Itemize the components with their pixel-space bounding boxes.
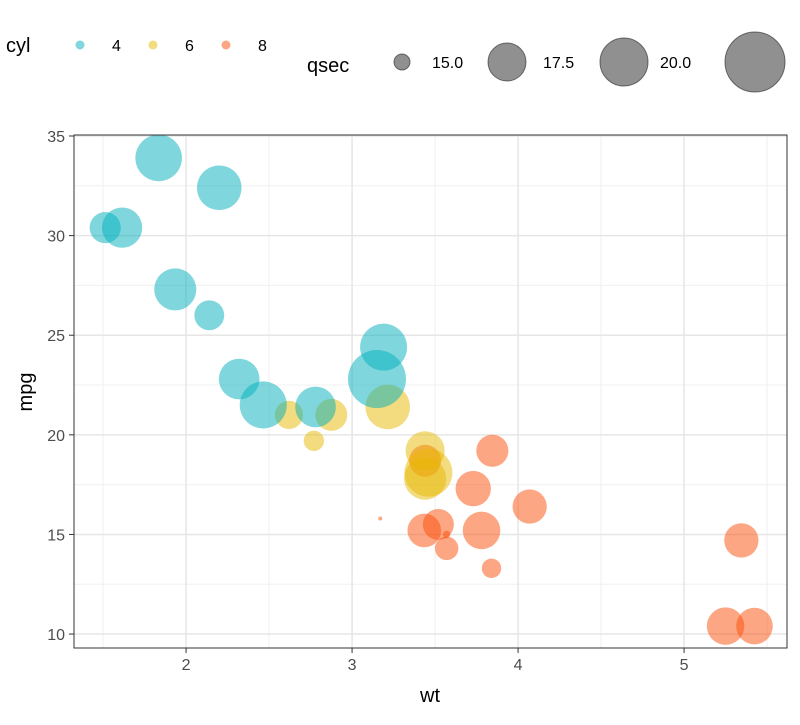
size-legend-title: qsec (307, 55, 349, 77)
data-point-cyl-8 (434, 536, 459, 561)
grid (74, 135, 787, 648)
data-point-cyl-4 (154, 268, 197, 311)
data-point-cyl-8 (724, 523, 759, 558)
data-point-cyl-8 (736, 607, 773, 645)
legend-key-size (599, 37, 649, 87)
data-point-cyl-4 (239, 381, 287, 429)
y-tick-label: 10 (47, 627, 65, 644)
y-axis-label: mpg (15, 373, 37, 412)
data-point-cyl-8 (476, 434, 509, 467)
data-point-cyl-8 (407, 513, 442, 548)
data-point-cyl-8 (462, 511, 501, 550)
legend-label: 6 (185, 38, 194, 55)
data-point-cyl-4 (196, 165, 242, 211)
x-axis-label: wt (419, 685, 440, 707)
data-point-cyl-8 (512, 489, 547, 524)
x-tick-label: 3 (348, 657, 357, 674)
data-point-cyl-4 (89, 212, 121, 244)
legend-key-cyl-6 (148, 40, 158, 50)
data-point-cyl-6 (404, 457, 447, 500)
data-point-cyl-4 (135, 134, 182, 182)
y-tick-label: 35 (47, 129, 65, 146)
legend: cyl 4 6 8 qsec 15.0 17.5 20.0 (6, 31, 786, 93)
x-tick-label: 4 (514, 657, 523, 674)
legend-label: 15.0 (432, 55, 463, 72)
data-point-cyl-8 (455, 470, 491, 507)
legend-label: 4 (112, 38, 121, 55)
data-point-cyl-4 (295, 386, 336, 428)
legend-key-size (724, 31, 786, 93)
x-tick-label: 5 (680, 657, 689, 674)
legend-key-cyl-8 (221, 40, 231, 50)
legend-key-size (487, 42, 527, 82)
data-point-cyl-8 (378, 516, 383, 521)
legend-key-cyl-4 (75, 40, 85, 50)
data-point-cyl-6 (303, 430, 325, 451)
y-tick-label: 20 (47, 428, 65, 445)
y-tick-label: 25 (47, 328, 65, 345)
axes: 2 3 4 5 10 15 20 25 30 35 (47, 129, 688, 674)
legend-label: 17.5 (543, 55, 574, 72)
legend-key-size (393, 53, 411, 71)
data-point-cyl-8 (706, 607, 745, 645)
data-point-cyl-4 (347, 350, 406, 409)
data-point-cyl-8 (442, 530, 451, 539)
legend-label: 8 (258, 38, 267, 55)
panel-border (73, 134, 788, 649)
color-legend-title: cyl (6, 35, 30, 57)
x-tick-label: 2 (182, 657, 191, 674)
legend-label: 20.0 (660, 55, 691, 72)
y-tick-label: 15 (47, 527, 65, 544)
y-tick-label: 30 (47, 229, 65, 246)
points-layer (89, 134, 773, 645)
data-point-cyl-4 (194, 300, 225, 331)
data-point-cyl-8 (481, 558, 502, 579)
